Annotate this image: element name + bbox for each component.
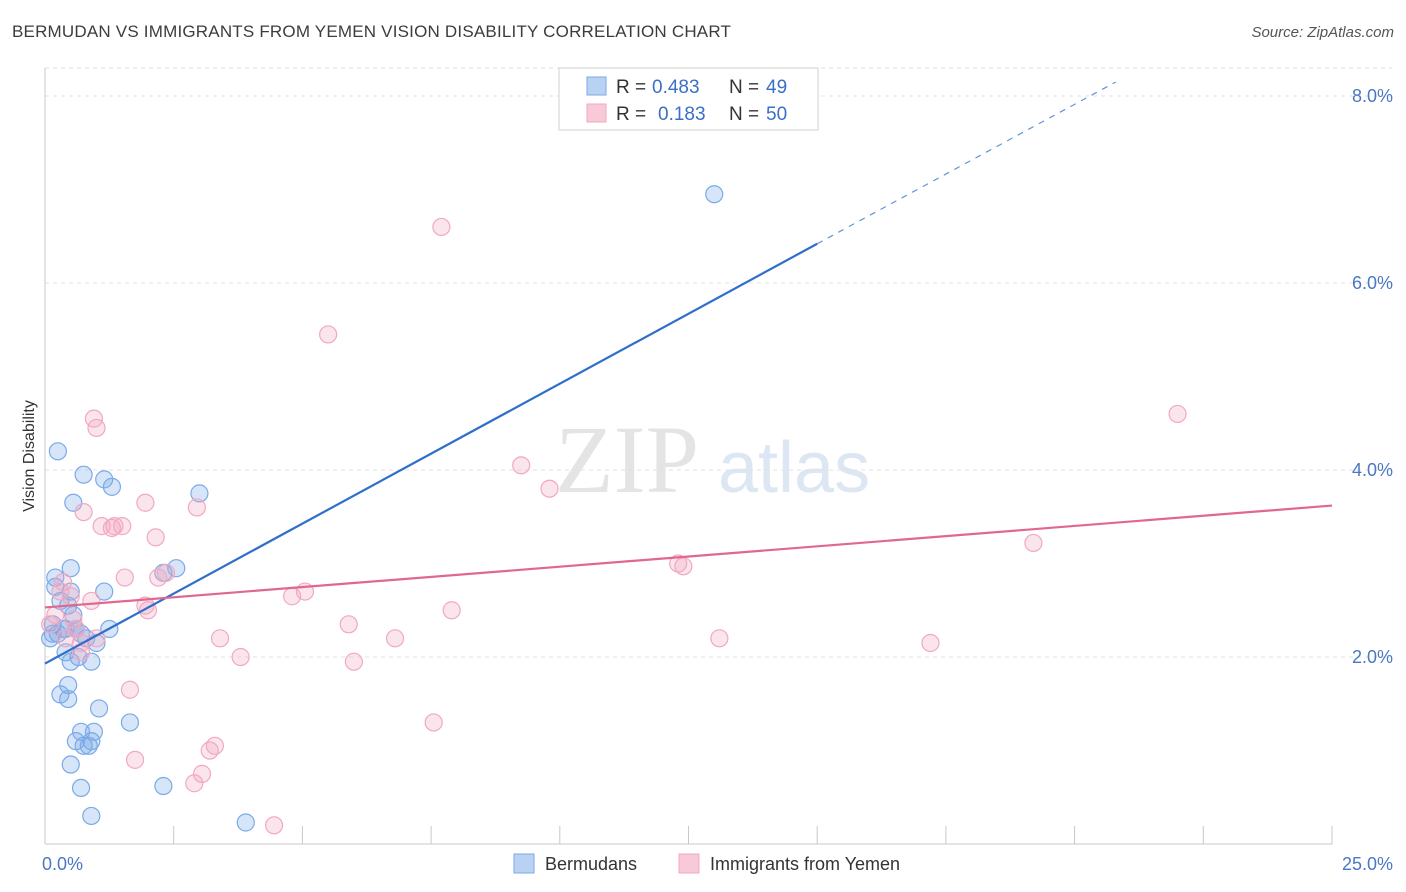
point-yemen-45 (512, 456, 531, 475)
point-bermudans-28 (95, 470, 114, 489)
point-bermudans-18 (59, 689, 78, 709)
point-yemen-23 (136, 493, 155, 512)
point-yemen-49 (710, 629, 729, 648)
point-bermudans-33 (89, 699, 109, 718)
point-yemen-7 (66, 619, 85, 639)
stats-legend: R = 0.483 N = 49 R = 0.183 N = 50 (558, 67, 819, 131)
point-yemen-44 (442, 601, 461, 620)
point-yemen-35 (264, 816, 284, 835)
chart-title: BERMUDAN VS IMMIGRANTS FROM YEMEN VISION… (12, 22, 732, 41)
point-yemen-0 (41, 615, 60, 634)
point-yemen-51 (1024, 533, 1043, 553)
point-yemen-38 (319, 325, 338, 344)
point-yemen-34 (231, 647, 250, 667)
point-bermudans-43 (236, 813, 255, 832)
point-yemen-29 (187, 498, 206, 517)
bottom-legend-label-bermudans: Bermudans (545, 854, 637, 874)
point-yemen-33 (210, 629, 230, 648)
point-bermudans-11 (64, 605, 83, 625)
legend-n-value-1: 50 (766, 104, 787, 125)
series-bermudans-points (41, 185, 724, 832)
point-yemen-40 (344, 652, 363, 671)
legend-swatch-bermudans (586, 76, 607, 96)
point-bermudans-36 (95, 582, 114, 601)
legend-swatch-yemen (586, 103, 607, 123)
point-bermudans-24 (82, 806, 101, 826)
legend-n-value-0: 49 (766, 77, 787, 98)
point-yemen-3 (53, 573, 73, 592)
point-bermudans-16 (59, 675, 78, 695)
point-yemen-50 (921, 633, 940, 653)
point-yemen-25 (146, 528, 165, 547)
y-tick-labels: 2.0% 4.0% 6.0% 8.0% (1352, 86, 1393, 667)
point-yemen-27 (156, 563, 176, 582)
point-yemen-39 (339, 615, 358, 634)
y-axis-label: Vision Disability (21, 400, 38, 512)
grid-lines (45, 67, 1392, 658)
point-yemen-14 (87, 418, 106, 438)
bottom-legend-swatch-yemen (678, 853, 700, 874)
chart-source: Source: ZipAtlas.com (1251, 24, 1394, 41)
point-yemen-12 (74, 502, 93, 522)
point-yemen-41 (385, 629, 405, 648)
point-yemen-10 (82, 591, 101, 611)
series-yemen-points (41, 217, 1187, 835)
bottom-legend-label-yemen: Immigrants from Yemen (710, 854, 900, 874)
y-tick-label-1: 4.0% (1352, 460, 1393, 480)
point-yemen-21 (125, 750, 145, 769)
point-yemen-1 (46, 605, 65, 625)
legend-n-label-0: N = (729, 77, 759, 98)
bottom-legend-swatch-bermudans (513, 853, 535, 874)
point-bermudans-23 (71, 778, 91, 798)
point-yemen-30 (192, 764, 212, 783)
legend-n-label-1: N = (729, 104, 759, 125)
x-ticks (44, 826, 1333, 844)
trend-lines (44, 81, 1333, 665)
watermark-atlas: atlas (718, 428, 870, 508)
point-bermudans-25 (48, 442, 67, 461)
legend-r-value-1: 0.183 (658, 104, 706, 125)
point-yemen-46 (540, 479, 559, 498)
point-bermudans-32 (84, 722, 104, 741)
point-bermudans-44 (705, 185, 724, 204)
point-bermudans-9 (61, 582, 80, 601)
legend-r-value-0: 0.483 (652, 77, 700, 98)
x-tick-label-min: 0.0% (42, 854, 83, 874)
point-bermudans-8 (61, 559, 80, 578)
point-bermudans-39 (154, 776, 173, 796)
legend-r-label-1: R = (616, 104, 646, 125)
point-yemen-19 (115, 568, 134, 587)
point-bermudans-22 (61, 755, 80, 774)
point-yemen-47 (669, 554, 688, 573)
point-bermudans-41 (167, 559, 186, 578)
watermark-zip: ZIP (555, 406, 699, 513)
point-yemen-42 (432, 217, 451, 237)
point-bermudans-42 (190, 484, 209, 503)
series-legend: Bermudans Immigrants from Yemen (513, 853, 900, 874)
trend-line-bermudans (44, 242, 818, 665)
point-yemen-20 (120, 680, 140, 699)
x-tick-label-max: 25.0% (1342, 854, 1393, 874)
point-bermudans-29 (102, 477, 122, 496)
point-yemen-32 (205, 736, 224, 755)
point-yemen-4 (61, 587, 80, 606)
point-bermudans-27 (74, 465, 93, 484)
point-yemen-16 (105, 517, 124, 536)
point-yemen-52 (1168, 404, 1187, 424)
point-yemen-28 (185, 774, 204, 793)
point-yemen-43 (424, 713, 443, 732)
point-yemen-18 (113, 517, 132, 536)
point-yemen-48 (674, 557, 693, 576)
y-tick-label-2: 6.0% (1352, 273, 1393, 293)
trend-line-yemen (44, 504, 1333, 609)
trend-line-extension-bermudans (816, 81, 1117, 245)
y-tick-label-0: 2.0% (1352, 647, 1393, 667)
y-tick-label-3: 8.0% (1352, 86, 1393, 106)
point-bermudans-38 (120, 713, 140, 732)
legend-r-label-0: R = (616, 77, 646, 98)
